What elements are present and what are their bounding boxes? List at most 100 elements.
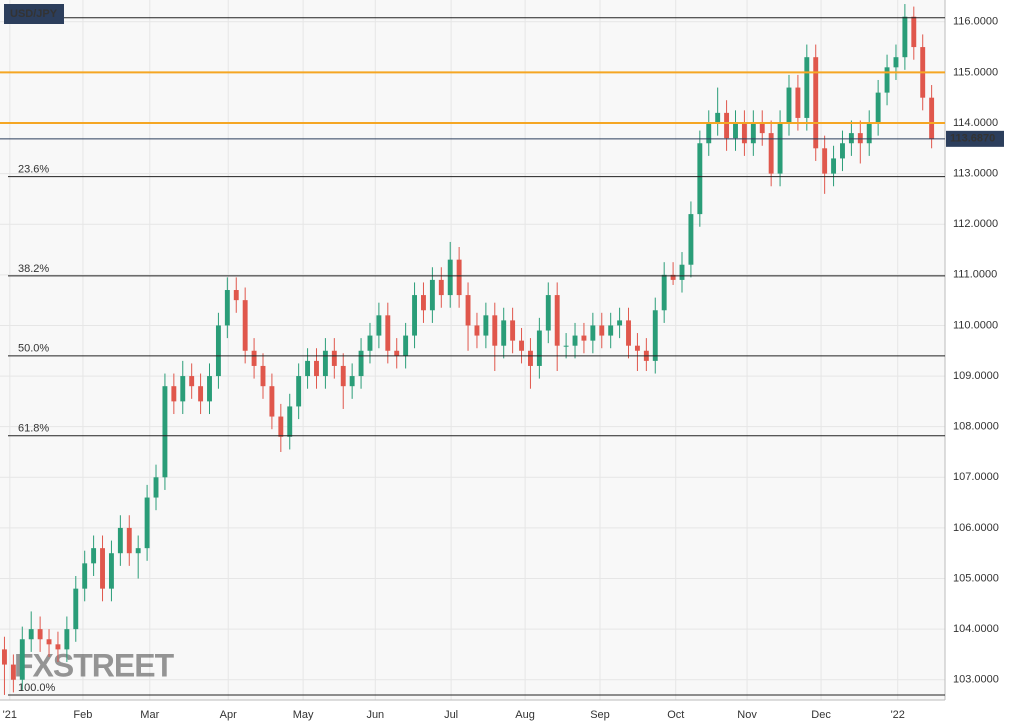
candle-body <box>563 345 569 347</box>
y-tick-label: 110.0000 <box>953 319 998 331</box>
x-tick-label: Jul <box>444 709 458 721</box>
candle-body <box>670 274 676 280</box>
y-tick-label: 112.0000 <box>953 218 998 230</box>
y-tick-label: 109.0000 <box>953 370 999 382</box>
candle-body <box>376 315 382 336</box>
x-tick-label: Dec <box>811 709 831 721</box>
candle-body <box>180 376 186 402</box>
candle-body <box>893 57 899 68</box>
candle-body <box>385 315 391 351</box>
fib-label: 38.2% <box>18 263 49 275</box>
candle-body <box>260 365 266 387</box>
candle-body <box>822 148 828 174</box>
x-tick-label: Jun <box>366 709 384 721</box>
candle-body <box>599 325 605 336</box>
candle-body <box>706 122 712 144</box>
candle-body <box>741 122 747 144</box>
candle-body <box>679 264 685 280</box>
candle-body <box>474 325 480 336</box>
watermark: FXSTREET <box>14 647 175 683</box>
candle-body <box>296 376 302 407</box>
candle-body <box>340 365 346 387</box>
candle-body <box>840 143 845 159</box>
fib-label: 23.6% <box>18 164 49 176</box>
candle-body <box>759 122 765 134</box>
candle-body <box>813 57 819 149</box>
y-tick-label: 105.0000 <box>953 572 999 584</box>
candle-body <box>483 315 489 336</box>
y-tick-label: 107.0000 <box>953 471 999 483</box>
candle-body <box>287 406 293 437</box>
candle-body <box>314 360 319 377</box>
plot-background <box>0 0 945 700</box>
candle-body <box>608 325 614 336</box>
candle-body <box>2 649 7 665</box>
candle-body <box>394 350 400 356</box>
candle-body <box>153 477 159 498</box>
current-price-box <box>946 130 1004 147</box>
candle-body <box>724 112 730 139</box>
candle-body <box>198 386 204 402</box>
candle-body <box>929 97 935 139</box>
candle-body <box>215 325 221 377</box>
marks <box>2 4 935 695</box>
candle-body <box>73 588 79 630</box>
candle-body <box>55 644 61 650</box>
x-tick-label: Aug <box>515 709 535 721</box>
candle-body <box>750 122 756 144</box>
candle-body <box>492 315 498 346</box>
candle-body <box>456 259 462 296</box>
candle-body <box>331 350 337 366</box>
candle-body <box>207 376 212 402</box>
candle-body <box>46 639 52 645</box>
candle-body <box>545 295 551 331</box>
candle-body <box>554 295 560 346</box>
candle-body <box>581 335 587 341</box>
current-price-label: 113.6870 <box>950 133 995 145</box>
y-tick-label: 104.0000 <box>953 623 999 635</box>
candle-body <box>438 279 444 296</box>
candle-body <box>902 16 908 58</box>
candle-body <box>884 67 890 93</box>
candle-body <box>911 16 917 48</box>
candle-body <box>322 350 328 377</box>
candle-body <box>403 335 409 356</box>
x-tick-label: Sep <box>590 709 610 721</box>
candle-body <box>64 629 70 650</box>
fib-label: 50.0% <box>18 343 49 355</box>
candle-body <box>421 295 426 311</box>
candle-body <box>634 345 640 351</box>
candle-body <box>162 386 168 478</box>
candle-body <box>224 290 230 326</box>
y-tick-label: 115.0000 <box>953 66 998 78</box>
x-tick-label: Mar <box>140 709 159 721</box>
candle-body <box>233 290 239 301</box>
x-tick-label: Feb <box>73 709 92 721</box>
x-tick-label: Nov <box>737 709 757 721</box>
candle-body <box>590 325 596 341</box>
candle-body <box>278 416 284 437</box>
candle-body <box>804 57 810 118</box>
candle-body <box>82 563 88 589</box>
candle-body <box>358 350 364 377</box>
candle-body <box>100 548 105 589</box>
candle-body <box>875 92 881 123</box>
candle-body <box>786 87 792 123</box>
overlay: 103.0000 104.0000 105.0000 106.0000 107.0000… <box>0 4 1004 721</box>
title-box <box>4 4 64 24</box>
candle-body <box>189 376 195 387</box>
candle-body <box>626 320 631 346</box>
candle-body <box>269 386 275 417</box>
candle-body <box>831 158 837 174</box>
candle-body <box>733 122 738 139</box>
candle-body <box>777 122 783 174</box>
candle-body <box>795 87 801 118</box>
candle-body <box>527 350 533 366</box>
candle-body <box>697 143 703 215</box>
candle-body <box>251 350 257 366</box>
candle-body <box>135 548 141 554</box>
x-tick-label: '21 <box>3 709 17 721</box>
candle-body <box>37 629 43 640</box>
candle-body <box>536 330 542 366</box>
